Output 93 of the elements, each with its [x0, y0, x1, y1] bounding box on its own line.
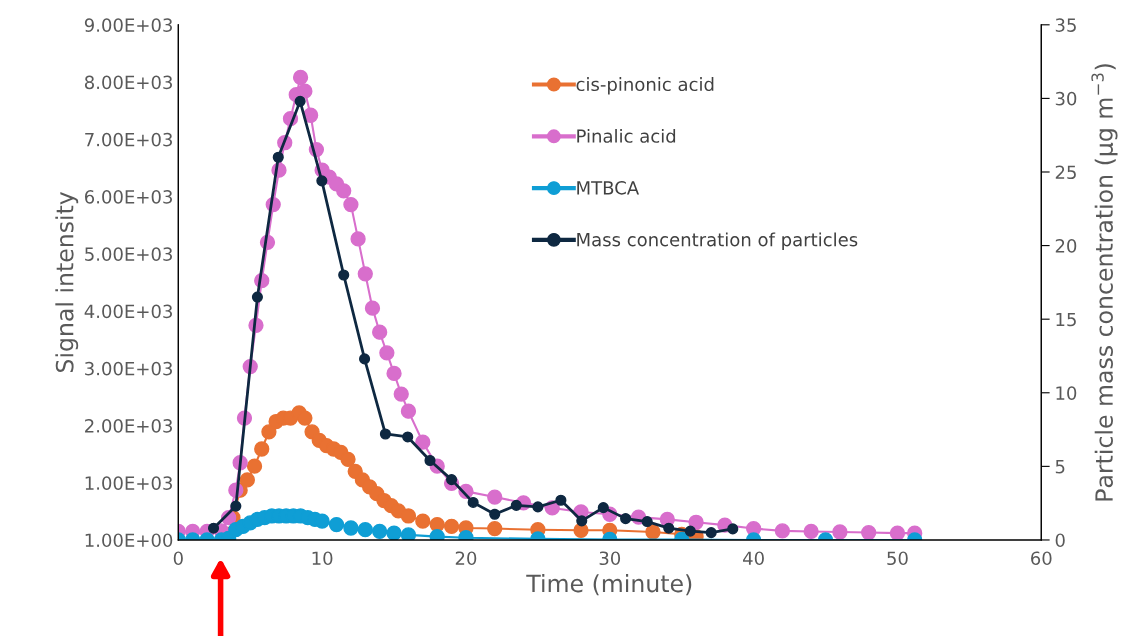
- point: [889, 525, 906, 540]
- y2-tick-label: 5: [1055, 460, 1065, 474]
- legend-label: cis-pinonic acid: [576, 77, 714, 95]
- y2-tick-label: 0: [1055, 533, 1065, 548]
- point: [359, 353, 371, 365]
- y-tick-label: 5.00E+03: [85, 247, 172, 261]
- y-tick-label: 1.00E+03: [85, 476, 172, 490]
- point: [357, 522, 373, 538]
- point: [803, 523, 819, 540]
- point: [774, 523, 791, 539]
- point: [297, 83, 313, 99]
- point: [246, 458, 263, 474]
- x-tick-label: 0: [173, 551, 183, 566]
- point: [343, 196, 359, 213]
- point: [379, 345, 395, 361]
- point: [343, 520, 359, 536]
- point: [832, 524, 848, 540]
- point: [316, 175, 328, 187]
- point: [489, 508, 501, 520]
- point: [379, 428, 391, 440]
- point: [372, 523, 388, 540]
- point: [688, 514, 704, 530]
- y-tick-label: 8.00E+03: [84, 75, 172, 90]
- point: [372, 324, 388, 340]
- y-tick-label: 7.00E+03: [85, 132, 172, 147]
- point: [415, 513, 431, 529]
- point: [555, 494, 567, 506]
- y-tick-label: 6.00E+03: [84, 190, 172, 204]
- x-tick-label: 10: [312, 551, 333, 566]
- point: [314, 513, 330, 529]
- x-tick-label: 60: [1031, 551, 1052, 566]
- point: [424, 454, 436, 467]
- point: [443, 518, 460, 534]
- y2-tick-label: 15: [1056, 312, 1076, 327]
- y-tick-label: 9.00E+03: [84, 18, 172, 32]
- point: [251, 291, 263, 303]
- point: [239, 472, 255, 488]
- point: [620, 513, 632, 525]
- y-tick-label: 1.00E+00: [85, 533, 173, 548]
- point: [393, 386, 409, 402]
- point: [292, 69, 309, 86]
- point: [230, 500, 242, 512]
- y-tick-label: 3.00E+03: [85, 361, 172, 376]
- point: [328, 516, 345, 533]
- point: [297, 410, 313, 426]
- point: [510, 499, 522, 511]
- legend-label: Pinalic acid: [577, 128, 676, 143]
- point: [386, 365, 402, 382]
- x-tick-label: 20: [455, 551, 477, 566]
- point: [400, 527, 417, 540]
- point: [338, 269, 350, 281]
- point: [467, 496, 479, 508]
- legend-label: Mass concentration of particles: [577, 232, 858, 250]
- point: [386, 525, 402, 540]
- point: [357, 266, 373, 282]
- x-tick-label: 50: [887, 551, 908, 566]
- point: [861, 524, 877, 540]
- point: [487, 520, 503, 537]
- point: [336, 183, 352, 199]
- point: [400, 403, 417, 419]
- point: [207, 522, 220, 534]
- x-axis-title: Time (minute): [526, 574, 692, 596]
- point: [340, 451, 356, 467]
- y-tick-label: 4.00E+03: [84, 304, 172, 319]
- point: [294, 95, 306, 107]
- point: [727, 523, 739, 535]
- y2-tick-label: 25: [1055, 165, 1076, 180]
- point: [532, 501, 544, 513]
- y2-tick-label: 30: [1055, 91, 1077, 106]
- point: [705, 527, 717, 539]
- x-tick-label: 40: [743, 551, 764, 566]
- legend-label: MTBCA: [577, 180, 640, 195]
- point: [487, 489, 503, 505]
- y2-tick-label: 35: [1055, 18, 1076, 32]
- y2-tick-label: 20: [1055, 239, 1077, 253]
- point: [684, 525, 696, 537]
- point: [597, 502, 609, 514]
- point: [400, 508, 417, 524]
- y-tick-label: 2.00E+03: [85, 418, 172, 433]
- point: [641, 516, 653, 528]
- point: [350, 231, 366, 247]
- point: [402, 431, 414, 443]
- y2-tick-label: 10: [1056, 386, 1077, 400]
- point: [254, 441, 270, 457]
- point: [272, 151, 284, 163]
- x-tick-label: 30: [599, 551, 621, 566]
- y2-axis-title: Particle mass concentration (µg m$^{−3}$): [1091, 64, 1118, 501]
- point: [576, 515, 588, 527]
- point: [415, 434, 431, 450]
- point: [663, 522, 675, 534]
- point: [446, 474, 458, 486]
- point: [364, 300, 381, 316]
- y-axis-title: Signal intensity: [55, 191, 79, 373]
